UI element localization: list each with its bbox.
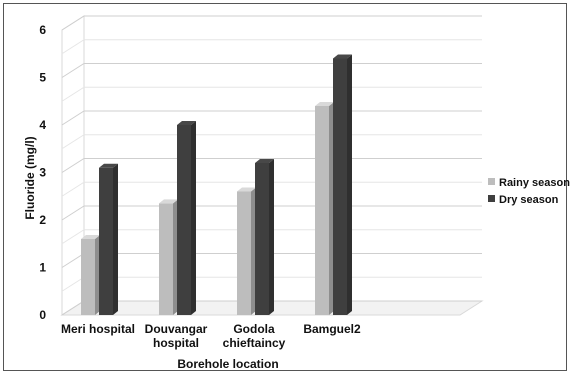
bar-side [269, 159, 274, 315]
category-labels: Meri hospital Douvangar hospital Godola chie… [61, 322, 361, 350]
bar [159, 199, 178, 315]
bar-front [99, 167, 113, 315]
y-tick-label: 0 [39, 308, 46, 322]
bar-side [251, 187, 256, 315]
major-gridline [61, 15, 482, 31]
x-axis-label: Borehole location [177, 357, 278, 371]
bars [81, 54, 352, 315]
y-tick-label: 4 [39, 118, 46, 132]
bar [99, 163, 118, 315]
legend-swatch [488, 195, 495, 202]
bar-side [329, 102, 334, 315]
y-tick-label: 3 [39, 166, 46, 180]
category-label: Meri hospital [61, 322, 135, 336]
category-label-line: Douvangar [145, 322, 208, 336]
bar-top [333, 54, 352, 59]
legend: Rainy season Dry season [488, 177, 570, 206]
bar-front [81, 239, 95, 315]
legend-entry: Rainy season [499, 177, 570, 189]
y-tick-label: 6 [39, 23, 46, 37]
bar [177, 121, 196, 315]
minor-gridline [61, 134, 482, 150]
y-tick-label: 5 [39, 71, 46, 85]
bar-front [237, 191, 251, 315]
category-label: Bamguel2 [303, 322, 361, 336]
bar-side [347, 54, 352, 315]
minor-gridline [61, 86, 482, 102]
y-tick-label: 2 [39, 213, 46, 227]
bar-top [237, 187, 256, 192]
bar-top [159, 199, 178, 204]
category-label: Douvangar hospital [145, 322, 208, 350]
bar [237, 187, 256, 315]
category-label-line: hospital [153, 336, 199, 350]
bar-side [113, 163, 118, 315]
bar-top [177, 121, 196, 125]
y-tick-labels: 0 1 2 3 4 5 6 [39, 23, 46, 322]
bar-front [315, 106, 329, 315]
y-axis-label: Fluoride (mg/l) [23, 136, 37, 219]
category-label-line: chieftaincy [223, 336, 286, 350]
bar [315, 102, 334, 315]
category-label-line: Bamguel2 [303, 322, 361, 336]
bar-front [333, 58, 347, 315]
bar-top [315, 102, 334, 106]
bar [333, 54, 352, 315]
major-gridline [61, 110, 482, 126]
category-label-line: Godola [233, 322, 275, 336]
bar-front [159, 203, 173, 315]
bar-side [95, 235, 100, 315]
category-label-line: Meri hospital [61, 322, 135, 336]
bar [81, 235, 100, 315]
bar-top [99, 163, 118, 168]
bar-top [81, 235, 100, 239]
bar-top [255, 159, 274, 163]
bar-side [173, 199, 178, 315]
legend-entry: Dry season [499, 194, 559, 206]
category-label: Godola chieftaincy [223, 322, 286, 350]
bar [255, 159, 274, 315]
bar-front [255, 163, 269, 315]
y-tick-label: 1 [39, 261, 46, 275]
legend-swatch [488, 178, 495, 185]
minor-gridline [61, 39, 482, 55]
major-gridline [61, 63, 482, 78]
bar-front [177, 125, 191, 315]
bar-side [191, 121, 196, 315]
